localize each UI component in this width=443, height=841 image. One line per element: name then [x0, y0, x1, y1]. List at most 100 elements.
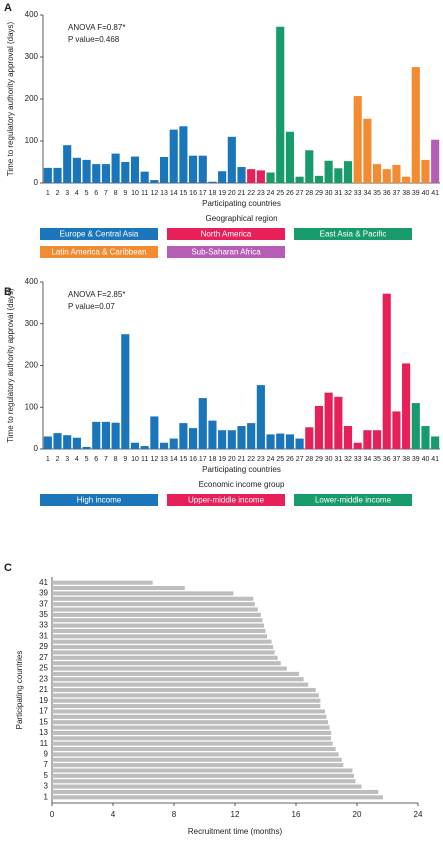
- bar: [52, 768, 353, 773]
- x-tick-label: 3: [65, 190, 69, 197]
- y-tick-label: 200: [25, 94, 39, 103]
- bar: [431, 139, 440, 183]
- bar: [159, 442, 169, 449]
- y-tick-label: 400: [25, 277, 39, 286]
- bar: [52, 784, 362, 789]
- bar: [159, 156, 169, 183]
- bar: [52, 671, 300, 676]
- x-tick-label: 34: [363, 456, 371, 463]
- x-tick-label: 16: [189, 190, 197, 197]
- bar: [343, 426, 353, 449]
- bar: [237, 426, 246, 449]
- bar: [52, 763, 344, 768]
- x-tick-label: 10: [131, 190, 139, 197]
- annotation: P value=0.468: [68, 35, 120, 44]
- y-tick-label: 33: [39, 621, 48, 630]
- bar: [363, 118, 372, 183]
- x-tick-label: 22: [247, 456, 255, 463]
- bar: [43, 436, 52, 449]
- bar: [285, 131, 294, 183]
- bar: [92, 421, 101, 449]
- bar: [52, 612, 261, 617]
- bar: [52, 586, 185, 591]
- bar: [101, 164, 111, 183]
- bar: [52, 677, 304, 682]
- x-tick-label: 17: [199, 190, 207, 197]
- legend-label: Sub-Saharan Africa: [191, 248, 261, 257]
- bar: [256, 385, 265, 449]
- x-tick-label: 13: [160, 190, 168, 197]
- annotation: ANOVA F=2.85*: [68, 290, 125, 299]
- x-tick-label: 24: [267, 190, 275, 197]
- bar: [334, 168, 343, 183]
- x-tick-label: 20: [353, 810, 362, 819]
- x-tick-label: 13: [160, 456, 168, 463]
- bar: [72, 157, 81, 183]
- x-tick-label: 27: [296, 456, 304, 463]
- bar: [227, 136, 236, 183]
- bar: [52, 591, 234, 596]
- x-tick-label: 1: [46, 190, 50, 197]
- x-tick-label: 31: [334, 190, 342, 197]
- x-axis-label: Participating countries: [202, 465, 281, 474]
- y-tick-label: 200: [25, 361, 39, 370]
- legend-swatch: [40, 494, 158, 506]
- bar: [52, 607, 258, 612]
- bar: [52, 714, 327, 719]
- bar: [52, 602, 255, 607]
- x-tick-label: 28: [305, 456, 313, 463]
- x-tick-label: 36: [383, 456, 391, 463]
- bar: [111, 422, 120, 449]
- bar: [101, 421, 111, 449]
- x-tick-label: 39: [412, 456, 420, 463]
- x-tick-label: 15: [180, 190, 188, 197]
- legend-label: High income: [77, 496, 122, 505]
- x-tick-label: 16: [189, 456, 197, 463]
- bar: [295, 176, 304, 183]
- legend-label: North America: [201, 230, 252, 239]
- x-tick-label: 8: [172, 810, 177, 819]
- x-tick-label: 19: [218, 456, 226, 463]
- bar: [392, 411, 401, 449]
- bar: [169, 438, 178, 449]
- bar: [52, 736, 332, 741]
- bar: [285, 434, 294, 449]
- bar: [372, 430, 382, 449]
- bar: [52, 687, 316, 693]
- bar: [63, 435, 72, 449]
- bar: [52, 661, 281, 666]
- x-tick-label: 2: [56, 456, 60, 463]
- bar: [52, 580, 153, 585]
- bar: [52, 704, 321, 709]
- bar: [52, 650, 275, 655]
- bar: [52, 757, 342, 762]
- bar: [82, 159, 91, 183]
- panel-label: C: [4, 562, 12, 574]
- bar: [314, 175, 324, 183]
- x-tick-label: 4: [75, 456, 79, 463]
- bar: [72, 437, 81, 449]
- bar: [53, 167, 62, 183]
- x-tick-label: 24: [267, 456, 275, 463]
- bar: [295, 438, 304, 449]
- y-tick-label: 0: [34, 444, 39, 453]
- y-tick-label: 41: [39, 578, 48, 587]
- bar: [247, 423, 256, 449]
- y-tick-label: 35: [39, 610, 48, 619]
- x-tick-label: 21: [238, 190, 246, 197]
- y-tick-label: 13: [39, 728, 48, 737]
- y-tick-label: 37: [39, 599, 48, 608]
- bar: [314, 405, 324, 449]
- x-tick-label: 33: [354, 456, 362, 463]
- bar: [402, 176, 411, 183]
- bar: [52, 639, 272, 644]
- y-tick-label: 29: [39, 642, 48, 651]
- annotation: P value=0.07: [68, 302, 115, 311]
- bar: [266, 172, 275, 183]
- legend-label: Latin America & Caribbean: [51, 248, 146, 257]
- x-tick-label: 15: [180, 456, 188, 463]
- y-tick-label: 17: [39, 707, 48, 716]
- x-tick-label: 24: [414, 810, 423, 819]
- bar: [402, 363, 411, 449]
